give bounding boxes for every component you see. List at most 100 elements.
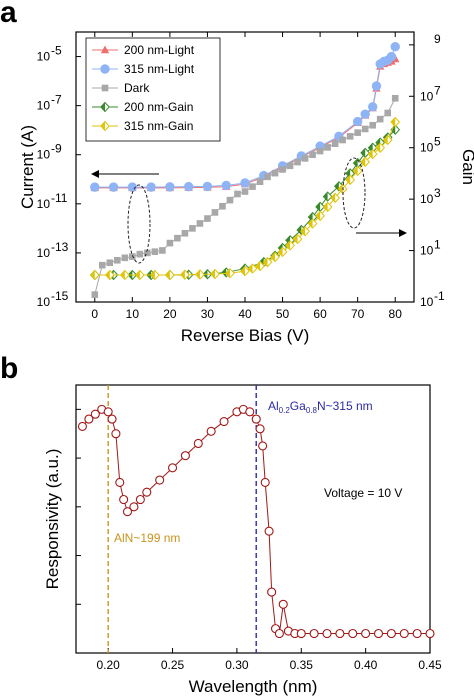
a-point bbox=[352, 116, 363, 127]
a-point bbox=[241, 188, 249, 195]
a-point-fill bbox=[308, 212, 313, 222]
a-point bbox=[196, 220, 204, 227]
a-point bbox=[249, 183, 256, 190]
a-point-fill bbox=[308, 219, 313, 229]
a-point bbox=[195, 269, 205, 280]
a-point bbox=[108, 182, 119, 192]
b-point bbox=[219, 416, 229, 427]
b-point bbox=[274, 628, 284, 639]
b-point bbox=[373, 628, 384, 639]
a-point bbox=[166, 239, 174, 247]
a-point bbox=[240, 265, 250, 277]
dashed-ellipse-right bbox=[342, 157, 366, 229]
b-xtick-label: 0.35 bbox=[290, 658, 314, 672]
a-point bbox=[300, 226, 310, 237]
a-ytick-label: 10 bbox=[37, 295, 51, 309]
legend-entry: 200 nm-Light bbox=[124, 43, 195, 57]
panel-letter-a: a bbox=[0, 0, 17, 29]
a-point bbox=[367, 102, 378, 112]
a-point bbox=[219, 202, 226, 210]
a-xtick-label: 0 bbox=[91, 307, 98, 321]
a-xtick-label: 10 bbox=[126, 307, 140, 321]
b-point bbox=[335, 628, 345, 639]
a-point-fill bbox=[368, 143, 373, 153]
a-point bbox=[360, 109, 370, 119]
a-point bbox=[384, 109, 392, 117]
a-point-fill bbox=[368, 149, 373, 159]
a-point-fill bbox=[334, 181, 339, 191]
a-point bbox=[255, 260, 265, 272]
voltage-annotation: Voltage = 10 V bbox=[324, 486, 402, 500]
a-point bbox=[360, 147, 371, 159]
legend-entry: Dark bbox=[124, 81, 150, 95]
legend-marker bbox=[100, 101, 110, 113]
legend-marker bbox=[100, 120, 110, 132]
a-point bbox=[89, 269, 100, 281]
a-ytick-label: 10 bbox=[37, 148, 51, 162]
a-point bbox=[391, 94, 399, 102]
a-point-fill bbox=[180, 270, 185, 280]
a-point bbox=[322, 201, 333, 213]
a-point bbox=[180, 269, 190, 280]
a-point bbox=[247, 263, 258, 274]
a-point bbox=[165, 182, 175, 192]
b-point bbox=[206, 426, 216, 436]
b-point bbox=[107, 414, 117, 424]
a-point bbox=[221, 180, 231, 191]
dashed-ellipse-left bbox=[127, 184, 151, 264]
a-point bbox=[316, 147, 324, 155]
a-ytick-exp: -5 bbox=[51, 44, 62, 58]
a-point-fill bbox=[345, 168, 351, 178]
a-y2tick-exp: 7 bbox=[434, 83, 441, 97]
a-point-fill bbox=[300, 226, 306, 236]
a-ytick-base: 10 bbox=[37, 148, 51, 162]
panel-b: 0.20 0.25 0.30 0.35 0.40 0.45 AlN~199 nm Al0.… bbox=[43, 384, 442, 696]
a-point bbox=[114, 256, 121, 264]
a-point bbox=[346, 133, 354, 140]
a-point bbox=[386, 51, 397, 62]
b-point bbox=[255, 424, 265, 434]
panel-a-ticks: 0 10 20 30 40 50 60 70 8010-1510-1310-1110-910-7… bbox=[37, 32, 445, 321]
algan-label-part-5: N~315 nm bbox=[317, 399, 373, 413]
b-point bbox=[193, 438, 203, 449]
a-ytick-base: 10 bbox=[37, 197, 51, 211]
a-point bbox=[151, 248, 159, 255]
a-point-fill bbox=[255, 261, 261, 271]
panel-b-ylabel: Responsivity (a.u.) bbox=[43, 449, 62, 590]
a-point-fill bbox=[240, 266, 245, 276]
a-point-fill bbox=[345, 175, 351, 185]
a-ytick-exp: -15 bbox=[51, 289, 69, 303]
b-point bbox=[115, 477, 125, 488]
b-point bbox=[260, 477, 270, 488]
a-point-fill bbox=[315, 211, 321, 221]
b-point bbox=[84, 414, 94, 424]
legend-box bbox=[85, 37, 221, 142]
a-point bbox=[294, 158, 301, 166]
algan-label-part-1: Al bbox=[268, 399, 279, 413]
a-ytick-exp: -11 bbox=[51, 191, 68, 205]
a-ytick-base: 10 bbox=[37, 50, 51, 64]
a-point bbox=[301, 155, 309, 162]
a-point bbox=[309, 151, 316, 159]
a-point bbox=[361, 125, 369, 133]
b-point bbox=[180, 451, 190, 461]
a-point bbox=[270, 251, 280, 263]
arrow-left-head bbox=[91, 170, 99, 178]
a-point-fill bbox=[330, 193, 336, 203]
a-xtick-label: 80 bbox=[389, 307, 403, 321]
a-point-fill bbox=[323, 202, 328, 212]
a-y2tick-label: 10 bbox=[420, 89, 434, 103]
algan-label-part-2: 0.2 bbox=[279, 406, 291, 415]
a-point bbox=[159, 247, 166, 254]
a-xtick-label: 20 bbox=[163, 307, 177, 321]
a-point bbox=[376, 115, 384, 123]
a-point bbox=[225, 267, 235, 279]
b-point bbox=[122, 507, 133, 517]
b-point bbox=[251, 414, 261, 424]
a-y2tick-exp: -1 bbox=[434, 289, 445, 303]
a-point-fill bbox=[376, 143, 381, 153]
b-point bbox=[348, 628, 358, 639]
a-xtick-label: 60 bbox=[313, 307, 327, 321]
a-point bbox=[211, 209, 219, 216]
